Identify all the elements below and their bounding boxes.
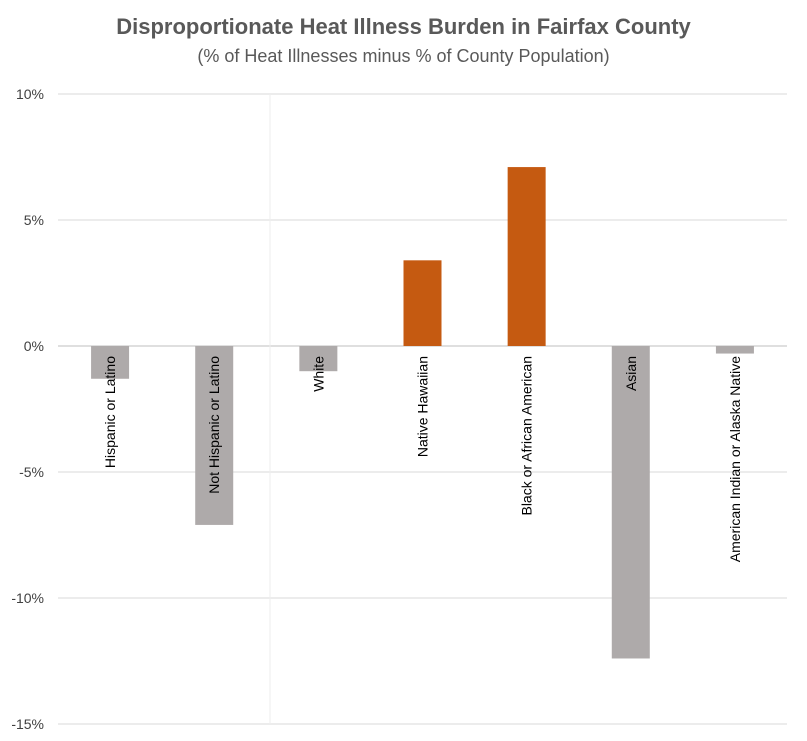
bar <box>195 346 234 525</box>
category-label: Hispanic or Latino <box>102 356 118 468</box>
chart-subtitle: (% of Heat Illnesses minus % of County P… <box>197 46 610 66</box>
bar <box>299 346 338 372</box>
chart-title: Disproportionate Heat Illness Burden in … <box>116 14 691 39</box>
y-tick-label: -15% <box>11 716 44 732</box>
category-label: Not Hispanic or Latino <box>206 356 222 494</box>
category-label: Native Hawaiian <box>415 356 431 457</box>
bar <box>91 346 130 379</box>
y-tick-label: 5% <box>24 212 44 228</box>
category-label: American Indian or Alaska Native <box>727 356 743 562</box>
category-label: Black or African American <box>519 356 535 516</box>
bar <box>611 346 650 659</box>
category-label: White <box>310 356 326 392</box>
y-tick-label: 10% <box>16 86 44 102</box>
bar <box>403 260 442 346</box>
y-tick-label: -10% <box>11 590 44 606</box>
bar <box>507 167 546 346</box>
y-tick-label: 0% <box>24 338 44 354</box>
category-label: Asian <box>623 356 639 391</box>
y-tick-label: -5% <box>19 464 44 480</box>
bar <box>715 346 754 354</box>
